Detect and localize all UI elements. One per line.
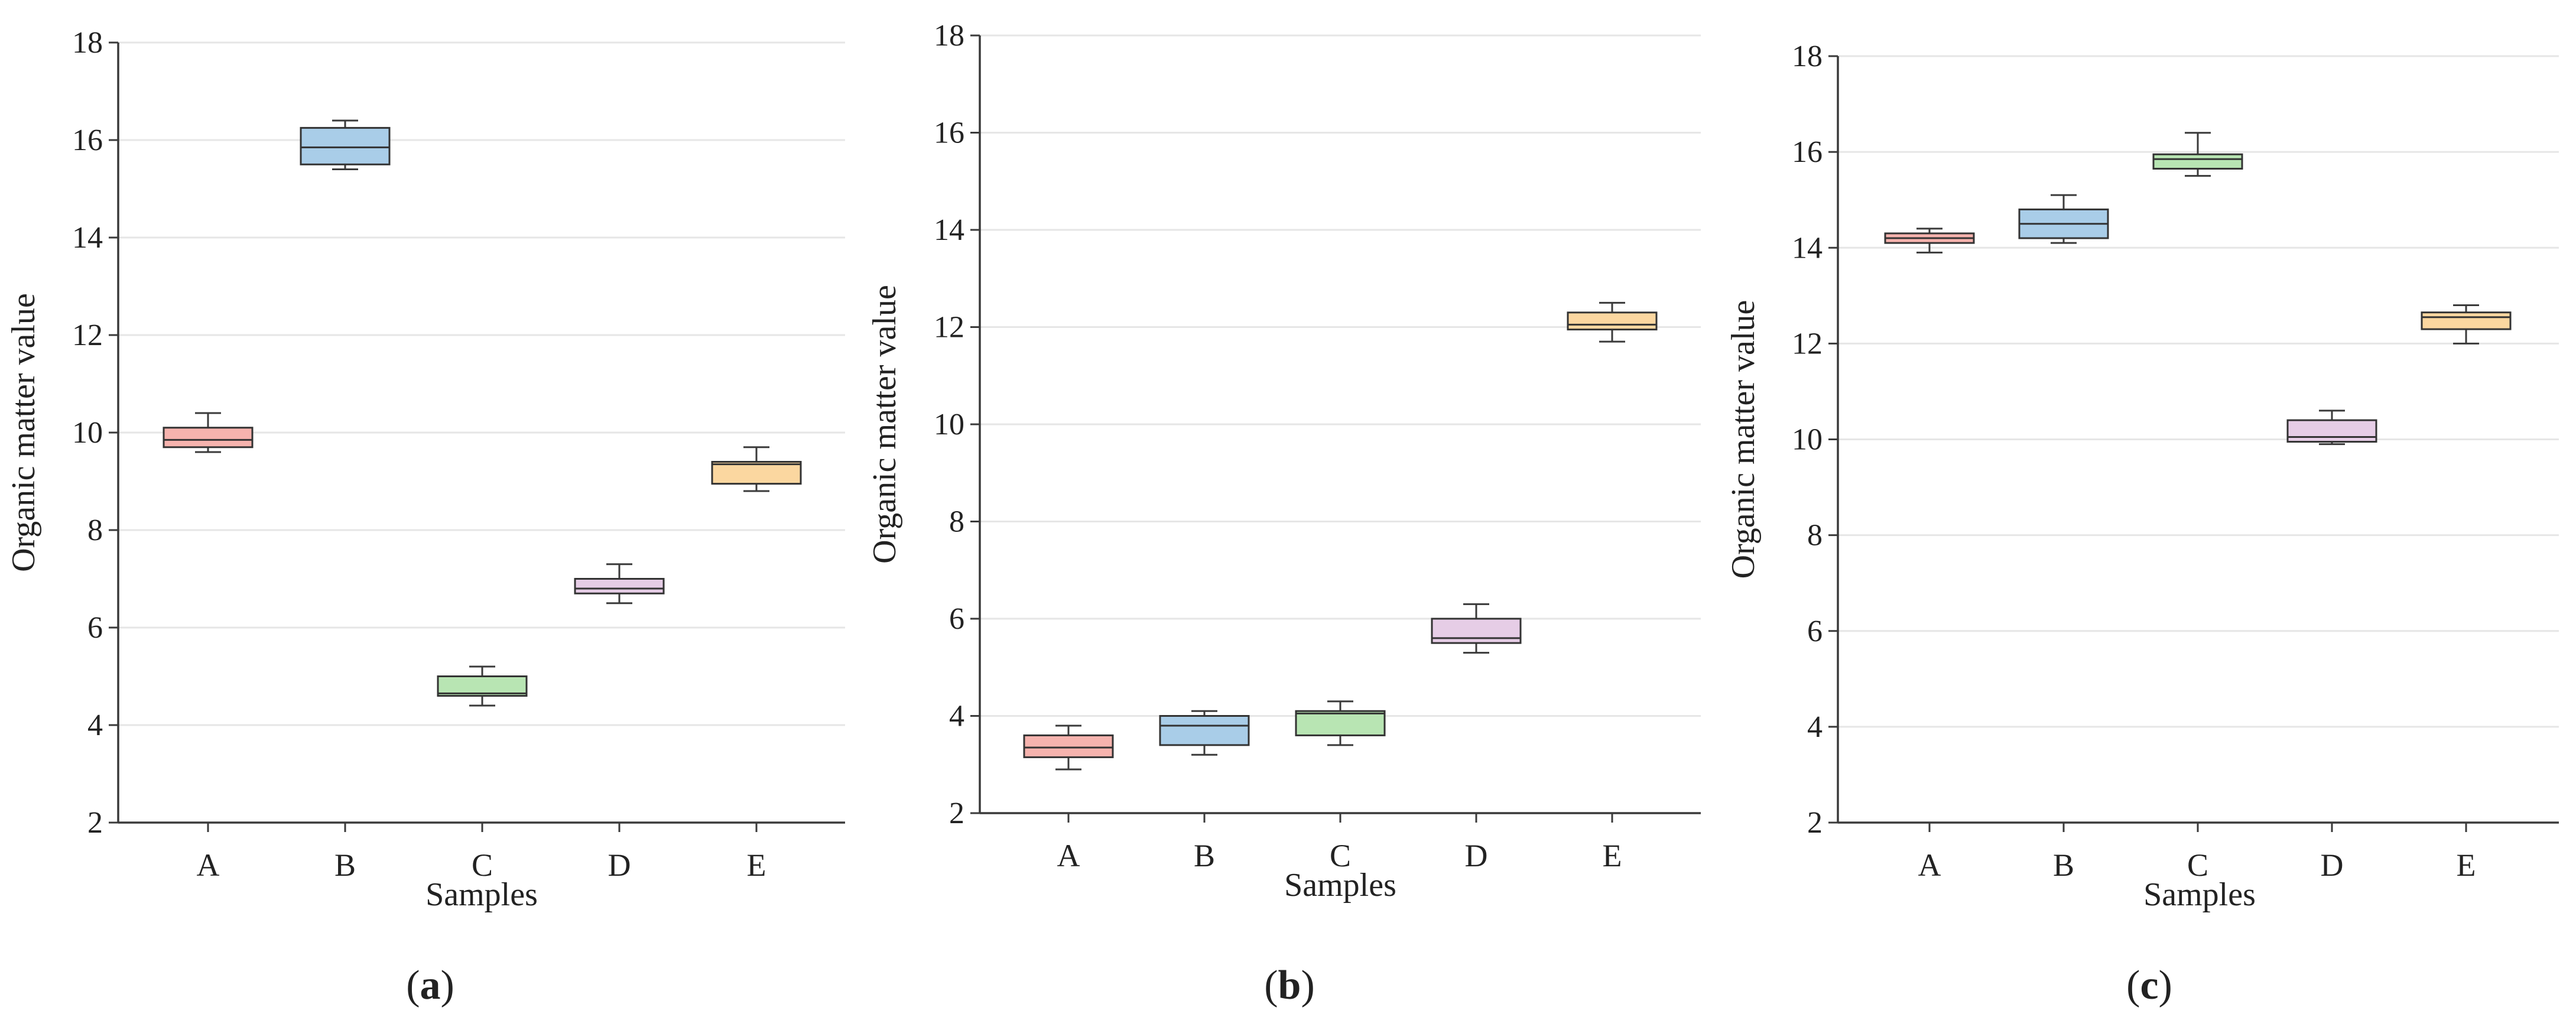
box-A — [1884, 228, 1975, 254]
box-iqr — [2421, 311, 2512, 330]
x-tick-label: C — [472, 847, 493, 883]
y-tick-label: 2 — [1807, 806, 1823, 840]
y-tick-label: 8 — [949, 505, 964, 539]
box-C — [2152, 132, 2243, 177]
y-tick-label: 12 — [1792, 327, 1823, 360]
box-C — [1295, 700, 1386, 746]
y-tick-label: 8 — [87, 514, 103, 547]
panel-label: (a) — [406, 963, 454, 1008]
box-E — [2421, 304, 2512, 345]
y-axis-title: Organic matter value — [866, 285, 903, 564]
y-tick-label: 2 — [949, 797, 964, 830]
y-tick-label: 16 — [1792, 135, 1823, 169]
y-tick-label: 18 — [934, 19, 964, 53]
y-tick-label: 4 — [87, 709, 103, 742]
box-iqr — [1567, 311, 1658, 331]
x-tick-label: A — [1918, 847, 1941, 883]
x-tick-label: D — [608, 847, 631, 883]
y-tick-label: 12 — [934, 311, 964, 345]
box-iqr — [300, 126, 391, 165]
box-iqr — [1159, 715, 1250, 746]
box-A — [1023, 724, 1114, 771]
chart-panel-c: 2 4 6 8 10 12 14 16 18 A B C D E Samples Organic matter… — [1725, 40, 2559, 1008]
y-tick-label: 16 — [934, 116, 964, 150]
y-tick-label: 6 — [87, 611, 103, 645]
box-iqr — [1295, 710, 1386, 736]
y-tick-label: 14 — [72, 221, 103, 255]
x-tick-label: D — [2321, 847, 2344, 883]
y-tick-label: 18 — [72, 26, 103, 60]
x-axis-title: Samples — [1284, 867, 1396, 904]
x-tick-label: E — [1603, 838, 1622, 873]
box-iqr — [2152, 153, 2243, 170]
y-tick-label: 6 — [949, 602, 964, 636]
x-axis-title: Samples — [2143, 876, 2256, 913]
box-iqr — [2286, 419, 2377, 443]
x-tick-label: C — [2187, 847, 2208, 883]
box-iqr — [574, 578, 665, 594]
panel-label: (c) — [2126, 963, 2172, 1008]
x-tick-label: E — [2457, 847, 2476, 883]
box-iqr — [1431, 618, 1522, 644]
x-tick-label: B — [334, 847, 356, 883]
y-tick-label: 4 — [1807, 710, 1823, 744]
y-axis-title: Organic matter value — [1725, 300, 1762, 579]
y-tick-label: 14 — [1792, 231, 1823, 265]
chart-panel-b: 2 4 6 8 10 12 14 16 18 A B C D E Samples Organic matter… — [866, 19, 1701, 1008]
panel-label-open-paren: ( — [2126, 963, 2140, 1008]
x-tick-label: B — [2053, 847, 2074, 883]
panel-label-close-paren: ) — [1301, 963, 1314, 1008]
y-tick-label: 2 — [87, 806, 103, 840]
box-D — [574, 563, 665, 605]
box-B — [2018, 194, 2109, 244]
panel-label-letter: a — [420, 963, 441, 1008]
panel-label-open-paren: ( — [1264, 963, 1278, 1008]
y-tick-label: 10 — [1792, 423, 1823, 457]
box-iqr — [1023, 734, 1114, 758]
box-E — [711, 446, 802, 492]
y-tick-label: 12 — [72, 319, 103, 352]
box-A — [163, 412, 254, 453]
y-tick-label: 14 — [934, 213, 964, 247]
x-tick-label: D — [1465, 838, 1488, 873]
x-tick-label: A — [197, 847, 220, 883]
y-tick-label: 16 — [72, 124, 103, 157]
x-tick-label: A — [1057, 838, 1080, 873]
y-tick-label: 10 — [72, 416, 103, 450]
y-tick-label: 18 — [1792, 40, 1823, 73]
panel-label-open-paren: ( — [406, 963, 420, 1008]
box-C — [437, 665, 528, 707]
panel-label-close-paren: ) — [441, 963, 454, 1008]
panel-label-letter: c — [2140, 963, 2158, 1008]
y-tick-label: 10 — [934, 408, 964, 441]
y-tick-label: 8 — [1807, 519, 1823, 553]
y-axis-title: Organic matter value — [5, 293, 42, 572]
box-iqr — [163, 427, 254, 449]
box-D — [2286, 410, 2377, 446]
box-D — [1431, 603, 1522, 654]
chart-panel-a: 2 4 6 8 10 12 14 16 18 A B C D E Samples Organic matter… — [5, 26, 845, 1008]
box-E — [1567, 301, 1658, 343]
x-axis-title: Samples — [425, 876, 538, 913]
x-tick-label: B — [1194, 838, 1215, 873]
panel-label: (b) — [1264, 963, 1315, 1008]
y-tick-label: 4 — [949, 700, 964, 733]
panel-label-letter: b — [1278, 963, 1301, 1008]
x-tick-label: E — [747, 847, 766, 883]
box-B — [1159, 710, 1250, 756]
y-tick-label: 6 — [1807, 615, 1823, 648]
box-iqr — [711, 461, 802, 485]
x-tick-label: C — [1330, 838, 1351, 873]
panel-label-close-paren: ) — [2159, 963, 2172, 1008]
box-B — [300, 119, 391, 170]
